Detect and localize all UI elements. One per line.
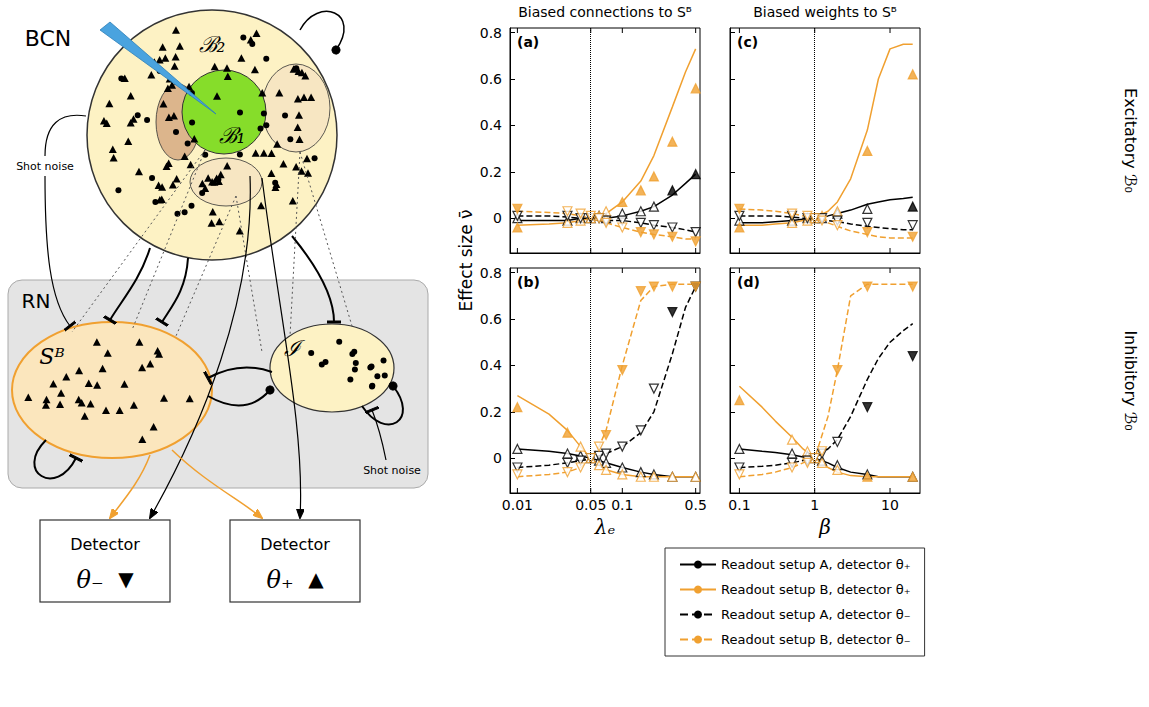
svg-text:ℬ₁: ℬ₁ <box>219 123 246 148</box>
svg-text:β: β <box>818 515 831 539</box>
svg-text:Readout setup A, detector θ₋: Readout setup A, detector θ₋ <box>721 607 911 622</box>
svg-text:0.5: 0.5 <box>685 497 707 513</box>
svg-text:0.6: 0.6 <box>480 311 502 327</box>
svg-text:1: 1 <box>810 497 819 513</box>
svg-text:θ₋: θ₋ <box>76 566 103 594</box>
svg-text:(b): (b) <box>517 274 540 290</box>
svg-text:Biased weights to Sᴮ: Biased weights to Sᴮ <box>753 4 897 20</box>
svg-text:Readout setup B, detector θ₊: Readout setup B, detector θ₊ <box>721 582 911 597</box>
svg-text:0.8: 0.8 <box>480 25 502 41</box>
svg-text:λₑ: λₑ <box>594 515 615 539</box>
svg-text:▲: ▲ <box>308 567 324 591</box>
svg-text:ℐ: ℐ <box>284 336 305 361</box>
svg-text:Inhibitory ℬ₀: Inhibitory ℬ₀ <box>1121 330 1140 430</box>
svg-text:0.1: 0.1 <box>611 497 633 513</box>
svg-text:0.4: 0.4 <box>480 117 502 133</box>
svg-text:0.01: 0.01 <box>502 497 533 513</box>
svg-text:Readout setup B, detector θ₋: Readout setup B, detector θ₋ <box>721 632 911 647</box>
svg-text:0.6: 0.6 <box>480 71 502 87</box>
svg-text:ℬ₂: ℬ₂ <box>199 32 226 57</box>
svg-text:(c): (c) <box>737 34 758 50</box>
svg-text:Detector: Detector <box>260 535 330 554</box>
svg-text:10: 10 <box>881 497 899 513</box>
svg-text:0.1: 0.1 <box>728 497 750 513</box>
svg-text:BCN: BCN <box>25 26 72 51</box>
svg-text:RN: RN <box>22 289 51 313</box>
svg-text:Shot noise: Shot noise <box>363 464 421 477</box>
svg-text:Shot noise: Shot noise <box>16 160 74 173</box>
svg-text:0: 0 <box>493 450 502 466</box>
svg-text:(a): (a) <box>517 34 539 50</box>
svg-text:Excitatory ℬ₀: Excitatory ℬ₀ <box>1121 88 1140 193</box>
svg-text:Sᴮ: Sᴮ <box>39 344 64 369</box>
svg-text:Readout setup A, detector θ₊: Readout setup A, detector θ₊ <box>721 557 911 572</box>
svg-text:Effect size ν̄: Effect size ν̄ <box>456 209 476 311</box>
svg-text:Detector: Detector <box>70 535 140 554</box>
svg-text:Biased connections to Sᴮ: Biased connections to Sᴮ <box>518 4 692 20</box>
svg-text:0.8: 0.8 <box>480 265 502 281</box>
svg-text:0.05: 0.05 <box>575 497 606 513</box>
svg-text:▼: ▼ <box>118 567 134 591</box>
svg-text:0.4: 0.4 <box>480 357 502 373</box>
svg-text:(d): (d) <box>737 274 760 290</box>
svg-text:0: 0 <box>493 210 502 226</box>
svg-text:0.2: 0.2 <box>480 164 502 180</box>
svg-text:0.2: 0.2 <box>480 404 502 420</box>
svg-text:θ₊: θ₊ <box>266 566 293 594</box>
